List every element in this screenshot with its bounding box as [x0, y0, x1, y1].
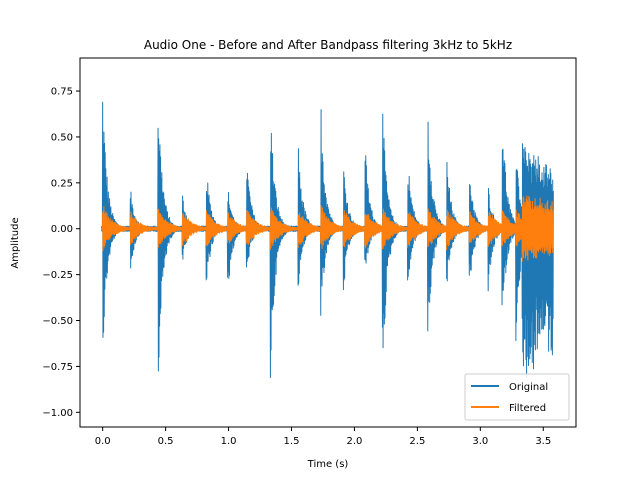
y-axis-label: Amplitude [10, 217, 21, 268]
x-tick-label: 0.0 [95, 436, 111, 447]
y-tick-label: 0.50 [51, 132, 73, 143]
x-tick-label: 2.5 [409, 436, 425, 447]
chart-title: Audio One - Before and After Bandpass fi… [144, 38, 512, 52]
y-tick-label: −0.25 [42, 270, 73, 281]
y-tick-label: 0.25 [51, 178, 73, 189]
x-axis: 0.0 0.5 1.0 1.5 2.0 2.5 3.0 3.5 [95, 427, 551, 447]
x-tick-label: 1.0 [221, 436, 237, 447]
x-tick-label: 3.5 [535, 436, 551, 447]
y-tick-label: −0.75 [42, 362, 73, 373]
plot-frame [79, 57, 577, 428]
series-line-filtered [100, 195, 554, 262]
y-tick-label: 0.75 [51, 87, 73, 98]
y-tick-label: 0.00 [51, 224, 73, 235]
plot-area [79, 57, 577, 428]
y-tick-label: −0.50 [42, 316, 73, 327]
x-tick-label: 1.5 [284, 436, 300, 447]
x-axis-label: Time (s) [307, 459, 349, 470]
legend-label-original: Original [509, 382, 548, 393]
x-tick-label: 0.5 [158, 436, 174, 447]
series-layer [100, 101, 554, 379]
legend-label-filtered: Filtered [509, 403, 546, 414]
y-axis: 0.75 0.50 0.25 0.00 −0.25 −0.50 −0.75 −1.00 [42, 87, 80, 419]
x-tick-label: 2.0 [346, 436, 362, 447]
legend: Original Filtered [464, 373, 570, 421]
x-tick-label: 3.0 [472, 436, 488, 447]
y-tick-label: −1.00 [42, 408, 73, 419]
